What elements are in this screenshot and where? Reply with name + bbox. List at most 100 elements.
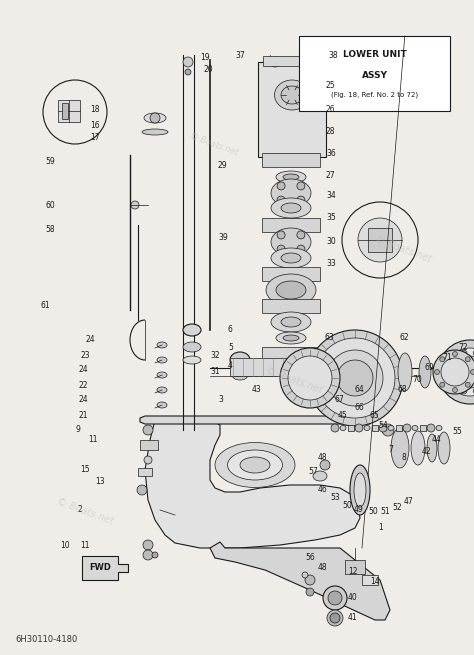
- Bar: [62, 103, 68, 119]
- Text: 70: 70: [412, 375, 422, 384]
- Text: 63: 63: [325, 333, 335, 343]
- Ellipse shape: [157, 372, 167, 378]
- Circle shape: [277, 231, 285, 239]
- Text: 3: 3: [218, 396, 223, 405]
- Ellipse shape: [283, 335, 299, 341]
- Text: 61: 61: [40, 301, 50, 310]
- Text: 41: 41: [348, 614, 357, 622]
- Ellipse shape: [391, 428, 409, 468]
- Text: 45: 45: [338, 411, 348, 419]
- Text: 18: 18: [91, 105, 100, 115]
- Bar: [345, 560, 365, 574]
- Text: 28: 28: [326, 128, 336, 136]
- Ellipse shape: [283, 174, 299, 180]
- Ellipse shape: [215, 443, 295, 487]
- Circle shape: [382, 424, 394, 436]
- Circle shape: [143, 540, 153, 550]
- Circle shape: [152, 552, 158, 558]
- Bar: [262, 347, 320, 361]
- Text: 48: 48: [318, 563, 328, 572]
- Ellipse shape: [276, 332, 306, 344]
- Text: 57: 57: [308, 468, 318, 476]
- Text: 53: 53: [330, 493, 340, 502]
- Circle shape: [331, 424, 339, 432]
- Text: 55: 55: [452, 428, 462, 436]
- Bar: [230, 358, 310, 376]
- Circle shape: [433, 350, 474, 394]
- Bar: [262, 218, 320, 232]
- Text: © Boats.net: © Boats.net: [373, 234, 433, 264]
- Ellipse shape: [271, 312, 311, 332]
- Text: 66: 66: [355, 403, 365, 413]
- Polygon shape: [82, 556, 128, 580]
- Bar: [138, 468, 152, 476]
- Text: 33: 33: [326, 259, 336, 269]
- Ellipse shape: [436, 426, 442, 430]
- Circle shape: [277, 196, 285, 204]
- Circle shape: [440, 383, 445, 387]
- Circle shape: [277, 182, 285, 190]
- Text: 25: 25: [326, 81, 336, 90]
- Text: 2: 2: [77, 506, 82, 514]
- Circle shape: [307, 330, 403, 426]
- Circle shape: [441, 358, 469, 386]
- Circle shape: [446, 348, 474, 396]
- Text: 6: 6: [228, 326, 233, 335]
- Text: 12: 12: [348, 567, 357, 576]
- Text: 64: 64: [355, 386, 365, 394]
- Circle shape: [451, 381, 457, 386]
- Circle shape: [435, 369, 439, 375]
- Text: 14: 14: [370, 578, 380, 586]
- Bar: [348, 425, 354, 431]
- Ellipse shape: [271, 248, 311, 268]
- Text: 69: 69: [425, 364, 435, 373]
- Circle shape: [131, 201, 139, 209]
- Text: 38: 38: [328, 50, 337, 60]
- Ellipse shape: [183, 324, 201, 336]
- Circle shape: [471, 369, 474, 375]
- Bar: [58, 100, 80, 122]
- Circle shape: [454, 356, 474, 388]
- Ellipse shape: [350, 465, 370, 515]
- Ellipse shape: [183, 342, 201, 352]
- Circle shape: [297, 231, 305, 239]
- Circle shape: [379, 424, 387, 432]
- Ellipse shape: [340, 426, 346, 430]
- Circle shape: [358, 218, 402, 262]
- Circle shape: [302, 572, 308, 578]
- Ellipse shape: [281, 86, 303, 104]
- Text: 34: 34: [326, 191, 336, 200]
- Ellipse shape: [144, 113, 166, 123]
- Ellipse shape: [276, 171, 306, 183]
- Text: 22: 22: [79, 381, 88, 390]
- Text: 60: 60: [45, 200, 55, 210]
- Text: 47: 47: [404, 498, 414, 506]
- Ellipse shape: [354, 473, 366, 507]
- Circle shape: [355, 424, 363, 432]
- Text: 31: 31: [210, 367, 220, 377]
- Text: 7: 7: [388, 445, 393, 455]
- Text: 29: 29: [218, 160, 228, 170]
- Bar: [299, 36, 450, 111]
- Polygon shape: [210, 542, 390, 620]
- Ellipse shape: [281, 317, 301, 327]
- Text: 30: 30: [326, 238, 336, 246]
- Text: 72: 72: [458, 343, 468, 352]
- Circle shape: [288, 356, 332, 400]
- Text: 49: 49: [354, 506, 364, 514]
- Text: 42: 42: [422, 447, 432, 457]
- Circle shape: [461, 388, 467, 394]
- Ellipse shape: [419, 356, 431, 388]
- Text: (Fig. 18, Ref. No. 2 to 72): (Fig. 18, Ref. No. 2 to 72): [331, 92, 418, 98]
- Bar: [262, 299, 320, 313]
- Circle shape: [438, 340, 474, 404]
- Text: 10: 10: [60, 540, 70, 550]
- Ellipse shape: [388, 426, 394, 430]
- Circle shape: [297, 196, 305, 204]
- Text: 1: 1: [378, 523, 383, 533]
- Text: ASSY: ASSY: [362, 71, 387, 80]
- Ellipse shape: [157, 387, 167, 393]
- Circle shape: [297, 245, 305, 253]
- Text: 71: 71: [442, 354, 452, 362]
- Text: 35: 35: [326, 214, 336, 223]
